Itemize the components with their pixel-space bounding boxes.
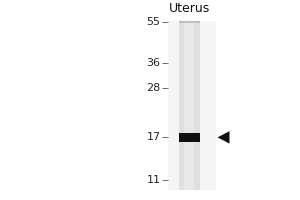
Bar [168,21,216,190]
Text: 17: 17 [146,132,161,142]
Bar [178,21,200,190]
Text: 11: 11 [146,175,161,185]
Text: Uterus: Uterus [168,2,210,15]
Bar [178,21,200,23]
Bar [178,133,200,142]
Text: 28: 28 [146,83,161,93]
Bar [184,21,194,190]
Text: 36: 36 [146,58,161,68]
Text: 55: 55 [146,17,161,27]
Polygon shape [218,131,230,144]
